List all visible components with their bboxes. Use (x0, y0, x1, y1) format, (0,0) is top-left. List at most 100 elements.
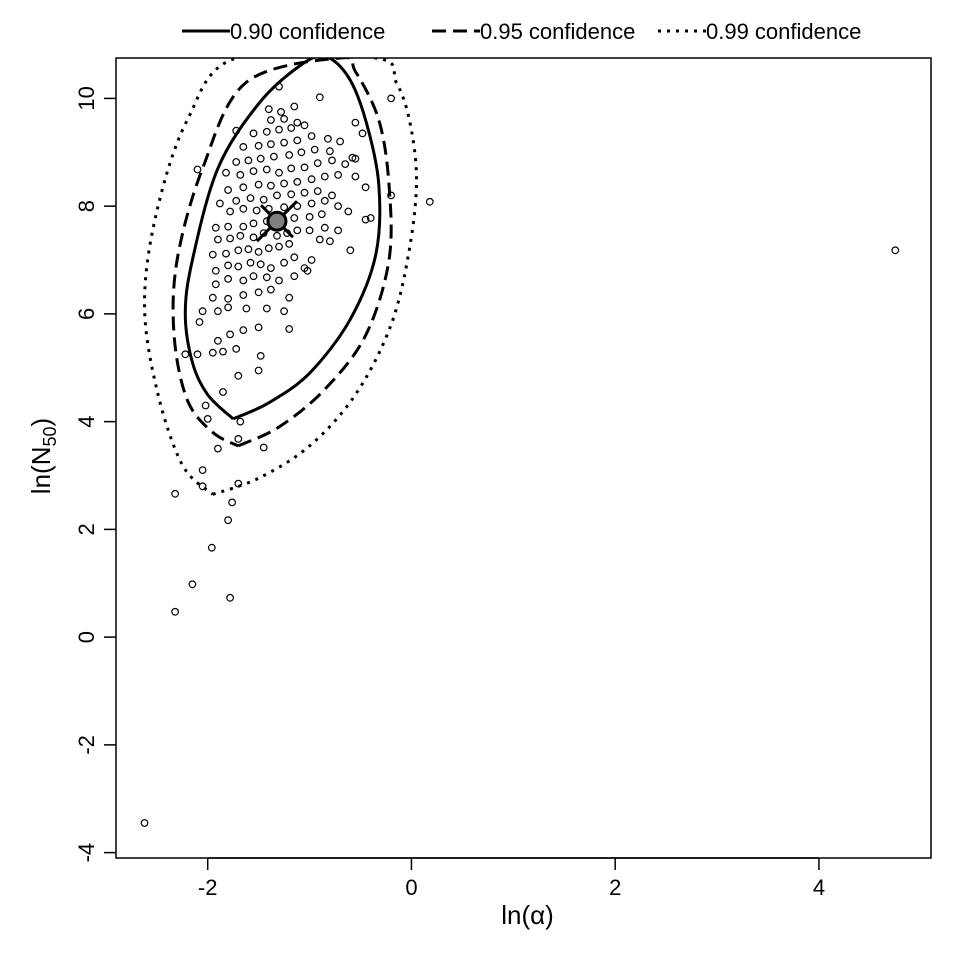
data-point (249, 219, 258, 228)
data-point (259, 195, 268, 204)
data-point (244, 245, 253, 254)
legend: 0.90 confidence 0.95 confidence 0.99 confi… (182, 19, 861, 44)
data-point (313, 187, 322, 196)
data-point (275, 276, 283, 285)
data-point (215, 199, 224, 208)
data-point (262, 273, 271, 282)
data-point (290, 253, 299, 262)
data-point (254, 323, 263, 332)
data-point (239, 326, 248, 335)
x-axis: -2 0 2 4 (198, 857, 825, 900)
x-tick-label: -2 (198, 875, 218, 900)
data-point (280, 179, 289, 188)
data-point (239, 183, 248, 192)
confidence-ellipses (142, 58, 419, 496)
data-point (290, 102, 299, 111)
data-point (328, 156, 336, 165)
data-point (313, 159, 322, 168)
data-point (328, 191, 336, 200)
data-point (232, 196, 241, 205)
data-point (232, 345, 241, 353)
data-point (236, 231, 245, 240)
data-point (285, 151, 294, 159)
data-point (219, 347, 227, 356)
data-point (315, 235, 324, 244)
data-point (249, 233, 258, 242)
data-point (305, 212, 314, 221)
data-point (239, 222, 248, 231)
data-point (290, 272, 299, 281)
data-point (224, 261, 233, 270)
data-point (297, 148, 306, 157)
data-point (193, 350, 202, 359)
data-point (307, 175, 316, 184)
data-point (207, 543, 216, 552)
data-point (290, 214, 299, 222)
data-point (256, 154, 265, 163)
y-title-post: ) (26, 418, 56, 427)
data-point (287, 164, 296, 173)
data-point (226, 207, 235, 216)
data-point (208, 250, 217, 259)
data-point (254, 366, 263, 375)
axis-titles: ln(α) ln(N50) (26, 418, 554, 930)
data-point (275, 125, 283, 134)
x-tick-label: 4 (813, 875, 825, 900)
y-tick-label: -2 (74, 735, 99, 755)
data-point (307, 132, 316, 141)
y-axis: -4 -2 0 2 4 6 8 10 (74, 86, 116, 862)
data-point (320, 172, 329, 181)
data-point (246, 258, 255, 267)
data-point (334, 170, 343, 179)
data-point (336, 137, 345, 146)
data-point (264, 105, 273, 114)
data-point (201, 401, 210, 410)
data-point (361, 183, 370, 192)
y-axis-title: ln(N50) (26, 418, 60, 494)
data-point (285, 293, 294, 302)
x-axis-title: ln(α) (501, 900, 554, 930)
data-point (249, 129, 258, 138)
data-point (326, 237, 334, 246)
data-point (195, 318, 204, 326)
y-tick-label: 0 (74, 631, 99, 643)
best-estimate-marker (255, 200, 299, 243)
data-point (219, 388, 227, 396)
data-point (270, 152, 278, 161)
legend-label: 0.99 confidence (706, 19, 861, 44)
data-point (256, 260, 265, 269)
data-point (193, 165, 202, 174)
y-tick-label: -4 (74, 843, 99, 863)
data-point (262, 304, 271, 313)
data-point (280, 307, 289, 316)
data-point (181, 350, 190, 359)
data-point (346, 246, 355, 255)
data-point (307, 256, 316, 264)
data-point (228, 498, 237, 507)
data-point (239, 291, 248, 299)
data-point (361, 215, 370, 224)
data-point (348, 153, 357, 162)
data-point (226, 330, 235, 339)
ellipse-solid (183, 58, 382, 421)
data-point (140, 819, 149, 827)
estimate-circle (266, 210, 288, 232)
y-title-pre: ln(N (26, 447, 56, 495)
data-point (287, 190, 296, 199)
ellipse-dashed (171, 58, 393, 448)
data-point (222, 168, 230, 177)
data-point (213, 444, 222, 453)
data-point (203, 415, 212, 423)
data-point (224, 294, 233, 303)
data-point (213, 307, 222, 316)
data-point (254, 180, 263, 189)
data-point (249, 167, 258, 176)
data-point (262, 165, 271, 174)
data-point (303, 266, 312, 275)
data-point (236, 417, 245, 426)
data-point (239, 276, 248, 285)
plot-area (115, 57, 932, 859)
data-point (224, 275, 233, 283)
data-point (351, 172, 360, 181)
